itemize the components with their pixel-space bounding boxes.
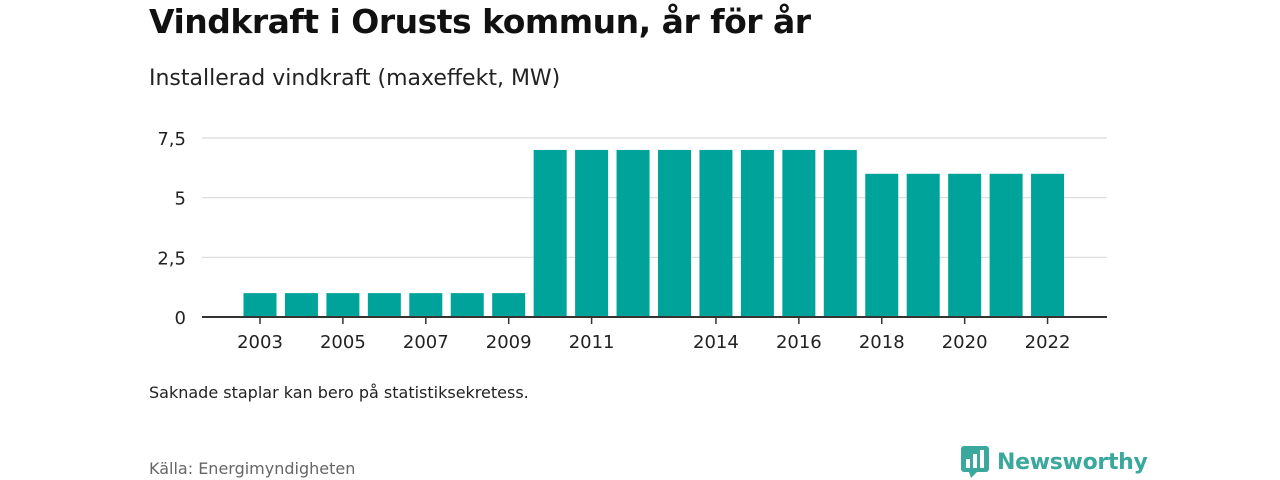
x-tick-label: 2007 [403, 332, 449, 353]
bar-2017[interactable] [823, 149, 857, 317]
y-tick-label: 7,5 [157, 129, 186, 150]
x-tick-label: 2003 [237, 332, 283, 353]
bar-2022[interactable] [1031, 173, 1065, 317]
bar-2021[interactable] [989, 173, 1023, 317]
bar-2019[interactable] [906, 173, 940, 317]
bar-2012[interactable] [616, 149, 650, 317]
bar-chart: 0 2,5 5 7,5 2003 2005 2007 2009 2011 2014 2016 2018… [157, 129, 1107, 353]
bar-2010[interactable] [533, 149, 567, 317]
bar-2015[interactable] [740, 149, 774, 317]
bar-2020[interactable] [948, 173, 982, 317]
bar-2009[interactable] [492, 293, 526, 317]
bar-2016[interactable] [782, 149, 816, 317]
bar-2004[interactable] [284, 293, 318, 317]
x-tick-label: 2018 [859, 332, 905, 353]
bar-2011[interactable] [575, 149, 609, 317]
x-tick-label: 2016 [776, 332, 822, 353]
brand-logo[interactable]: Newsworthy [961, 446, 1148, 478]
chart-subtitle: Installerad vindkraft (maxeffekt, MW) [149, 66, 561, 91]
x-tick-label: 2022 [1025, 332, 1071, 353]
footnote: Saknade staplar kan bero på statistiksek… [149, 383, 529, 402]
source-label: Källa: Energimyndigheten [149, 459, 356, 478]
y-tick-label: 2,5 [157, 248, 186, 269]
bar-2006[interactable] [367, 293, 401, 317]
x-tick-label: 2014 [693, 332, 739, 353]
bars [243, 149, 1065, 317]
x-tick-label: 2005 [320, 332, 366, 353]
bar-2013[interactable] [658, 149, 691, 317]
x-tick-label: 2011 [569, 332, 615, 353]
y-tick-label: 0 [175, 308, 186, 329]
chart-title: Vindkraft i Orusts kommun, år för år [149, 2, 811, 41]
x-tick-label: 2009 [486, 332, 532, 353]
x-tick-label: 2020 [942, 332, 988, 353]
bar-2003[interactable] [243, 293, 277, 317]
newsworthy-logo-icon [961, 446, 989, 478]
bar-2008[interactable] [450, 293, 484, 317]
y-tick-label: 5 [175, 189, 186, 210]
bar-2018[interactable] [865, 173, 899, 317]
brand-name: Newsworthy [997, 449, 1148, 475]
bar-2005[interactable] [326, 293, 360, 317]
bar-2007[interactable] [409, 293, 443, 317]
axes: 0 2,5 5 7,5 2003 2005 2007 2009 2011 2014 2016 2018… [157, 129, 1107, 353]
bar-2014[interactable] [699, 149, 733, 317]
